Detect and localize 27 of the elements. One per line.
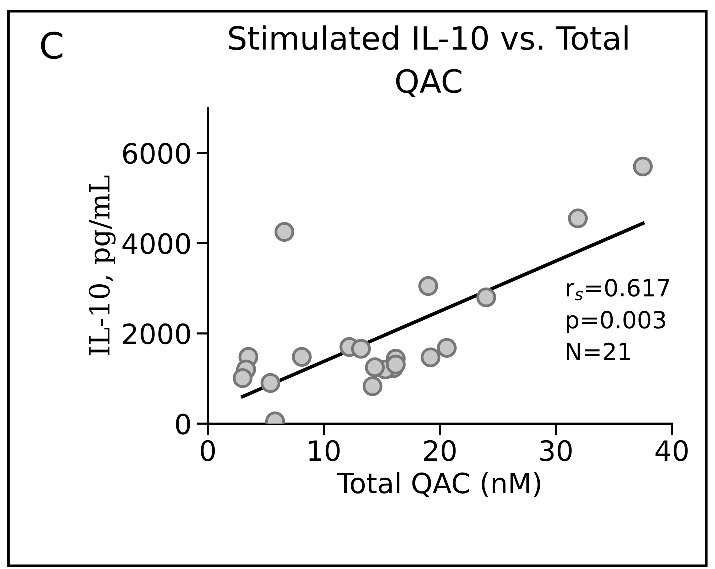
y-tick-label: 4000 bbox=[122, 233, 190, 254]
chart-title: Stimulated IL-10 vs. Total QAC bbox=[229, 26, 628, 98]
point bbox=[362, 376, 383, 396]
point bbox=[420, 348, 441, 368]
y-axis-title: IL-10, pg/mL bbox=[89, 176, 116, 356]
point bbox=[568, 208, 588, 229]
x-tick-label: 10 bbox=[309, 440, 340, 462]
annotation: r$_{s}$=0.617 p=0.003 N=21 bbox=[566, 279, 670, 360]
y-tick-label: 2000 bbox=[123, 324, 190, 345]
point bbox=[351, 339, 372, 359]
y-tick-label: 0 bbox=[176, 414, 190, 435]
y-tick-label: 6000 bbox=[123, 143, 190, 164]
point bbox=[232, 368, 253, 388]
point bbox=[633, 156, 653, 177]
x-tick-label: 30 bbox=[540, 440, 572, 462]
point bbox=[476, 288, 496, 308]
x-tick-label: 20 bbox=[424, 440, 456, 462]
point bbox=[292, 347, 312, 368]
point bbox=[274, 222, 295, 242]
x-tick-label: 0 bbox=[201, 440, 216, 462]
x-axis-title: Total QAC (nM) bbox=[337, 472, 540, 498]
point bbox=[365, 358, 386, 378]
point bbox=[437, 338, 457, 358]
point bbox=[260, 373, 281, 394]
x-tick-label: 40 bbox=[656, 440, 688, 462]
text: C bbox=[41, 32, 63, 60]
point bbox=[418, 276, 438, 296]
